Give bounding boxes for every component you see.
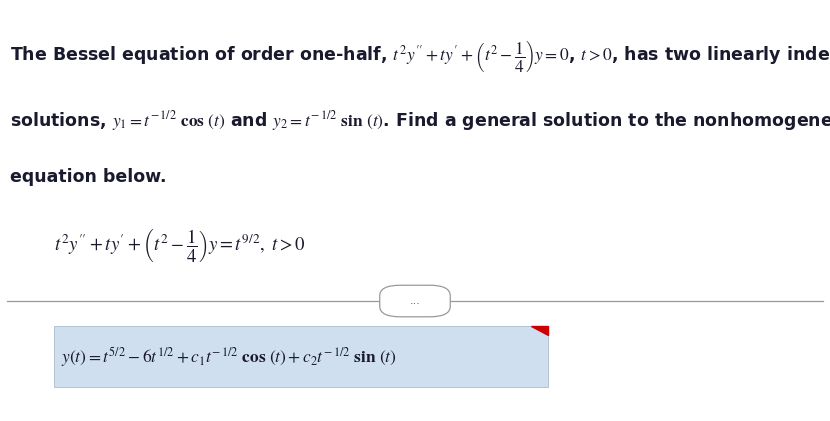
Text: ...: ... <box>409 296 421 306</box>
Polygon shape <box>531 326 548 335</box>
Text: $y(t) = t^{5/2} - 6t^{1/2} + c_1 t^{-\,1/2}\ \mathbf{cos}\ (t) + c_2 t^{-\,1/2}\: $y(t) = t^{5/2} - 6t^{1/2} + c_1 t^{-\,1… <box>61 345 397 369</box>
FancyBboxPatch shape <box>54 326 548 387</box>
Text: solutions, $y_1 = t^{-\,1/2}\ \mathbf{cos}\ (t)$ and $y_2 = t^{-\,1/2}\ \mathbf{: solutions, $y_1 = t^{-\,1/2}\ \mathbf{co… <box>10 109 830 133</box>
Text: equation below.: equation below. <box>10 168 167 187</box>
Text: The Bessel equation of order one-half, $t^2y'' + ty' + \left(t^2 - \dfrac{1}{4}\: The Bessel equation of order one-half, $… <box>10 38 830 74</box>
Text: $t^2y'' + ty' + \left(t^2 - \dfrac{1}{4}\right)y = t^{9/2},\ t > 0$: $t^2y'' + ty' + \left(t^2 - \dfrac{1}{4}… <box>54 227 306 264</box>
FancyBboxPatch shape <box>380 285 450 317</box>
